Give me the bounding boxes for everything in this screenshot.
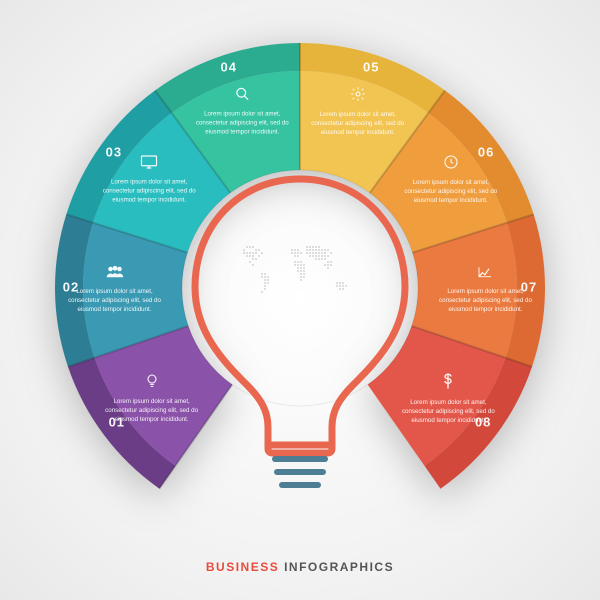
title-prefix: BUSINESS bbox=[206, 560, 279, 574]
lightbulb-outline bbox=[175, 159, 425, 489]
title-suffix: INFOGRAPHICS bbox=[284, 560, 394, 574]
title: BUSINESS INFOGRAPHICS bbox=[206, 560, 394, 574]
infographic-stage: Lorem ipsum dolor sit amet, consectetur … bbox=[0, 0, 600, 600]
